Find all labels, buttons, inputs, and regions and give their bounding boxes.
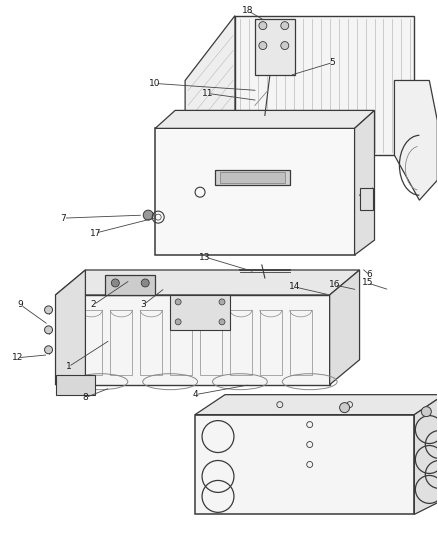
Polygon shape bbox=[56, 295, 330, 385]
Circle shape bbox=[45, 306, 53, 314]
Text: 10: 10 bbox=[149, 79, 161, 88]
Circle shape bbox=[421, 407, 431, 417]
Polygon shape bbox=[355, 110, 374, 255]
Text: 2: 2 bbox=[91, 301, 96, 309]
Polygon shape bbox=[235, 15, 414, 155]
Polygon shape bbox=[106, 275, 155, 295]
Polygon shape bbox=[56, 270, 360, 295]
Polygon shape bbox=[220, 172, 285, 183]
Circle shape bbox=[219, 299, 225, 305]
Text: 13: 13 bbox=[199, 253, 211, 262]
Polygon shape bbox=[395, 80, 437, 200]
Text: 6: 6 bbox=[367, 270, 372, 279]
Polygon shape bbox=[155, 110, 374, 128]
Circle shape bbox=[175, 319, 181, 325]
Text: 1: 1 bbox=[66, 362, 71, 372]
Text: 3: 3 bbox=[140, 301, 146, 309]
Polygon shape bbox=[215, 170, 290, 185]
Circle shape bbox=[143, 210, 153, 220]
Text: 5: 5 bbox=[330, 58, 336, 67]
Circle shape bbox=[259, 22, 267, 30]
Text: 15: 15 bbox=[362, 278, 373, 287]
Text: 7: 7 bbox=[60, 214, 67, 223]
Polygon shape bbox=[195, 415, 414, 514]
Polygon shape bbox=[56, 375, 95, 394]
Text: 9: 9 bbox=[18, 301, 24, 309]
Circle shape bbox=[281, 42, 289, 50]
Polygon shape bbox=[155, 128, 355, 255]
Text: 12: 12 bbox=[12, 353, 23, 362]
Circle shape bbox=[45, 326, 53, 334]
Polygon shape bbox=[56, 270, 85, 385]
Circle shape bbox=[281, 22, 289, 30]
Circle shape bbox=[259, 42, 267, 50]
Circle shape bbox=[111, 279, 119, 287]
Polygon shape bbox=[195, 394, 438, 415]
Text: 4: 4 bbox=[192, 390, 198, 399]
Circle shape bbox=[45, 346, 53, 354]
Circle shape bbox=[339, 402, 350, 413]
Text: 16: 16 bbox=[329, 280, 340, 289]
Polygon shape bbox=[170, 295, 230, 330]
Text: 17: 17 bbox=[90, 229, 101, 238]
Polygon shape bbox=[255, 19, 295, 76]
Polygon shape bbox=[360, 188, 372, 210]
Polygon shape bbox=[414, 394, 438, 514]
Text: 18: 18 bbox=[242, 6, 254, 15]
Text: 11: 11 bbox=[202, 89, 214, 98]
Circle shape bbox=[175, 299, 181, 305]
Circle shape bbox=[219, 319, 225, 325]
Polygon shape bbox=[330, 270, 360, 385]
Polygon shape bbox=[185, 15, 235, 190]
Text: 14: 14 bbox=[289, 282, 300, 292]
Text: 8: 8 bbox=[82, 393, 88, 402]
Circle shape bbox=[141, 279, 149, 287]
